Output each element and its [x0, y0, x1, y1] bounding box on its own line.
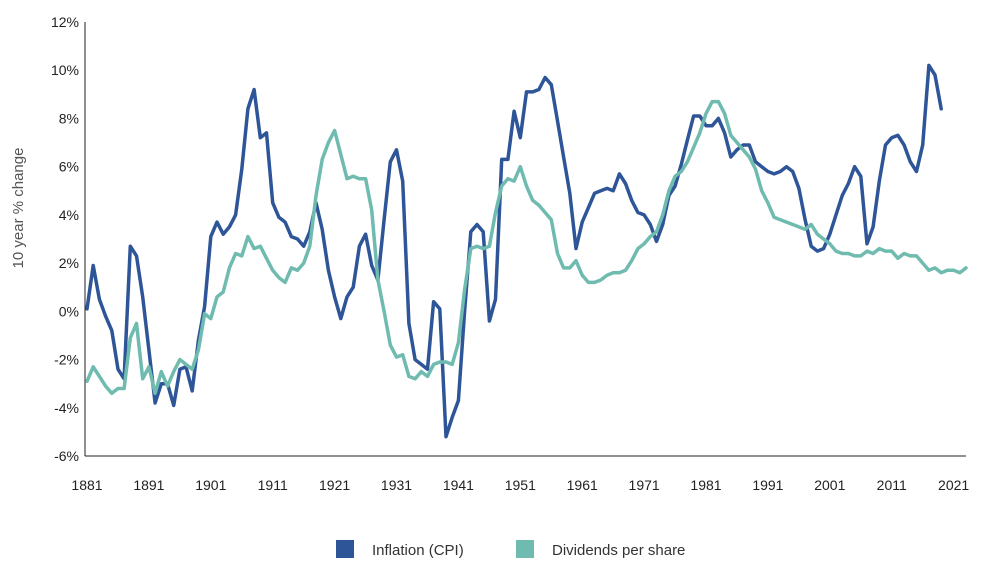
y-tick-label: 12% — [51, 14, 79, 30]
x-tick-label: 1991 — [752, 477, 783, 493]
x-tick-label: 2011 — [877, 477, 907, 493]
y-tick-label: 2% — [59, 255, 79, 271]
y-tick-label: -4% — [54, 400, 79, 416]
y-tick-label: 4% — [59, 207, 79, 223]
x-tick-label: 1961 — [567, 477, 598, 493]
legend: Inflation (CPI) Dividends per share — [336, 540, 685, 559]
x-tick-label: 1941 — [443, 477, 474, 493]
y-tick-label: 6% — [59, 159, 79, 175]
x-axis-ticks: 1881 1891 1901 1911 1921 1931 1941 1951 1961 1971… — [71, 477, 969, 493]
legend-swatch — [336, 540, 354, 558]
legend-label: Inflation (CPI) — [372, 542, 464, 559]
series-lines — [85, 63, 968, 439]
y-tick-label: 10% — [51, 62, 79, 78]
y-tick-label: -2% — [54, 352, 79, 368]
x-tick-label: 1911 — [258, 477, 288, 493]
y-axis-ticks: 12% 10% 8% 6% 4% 2% 0% -2% -4% -6% — [51, 14, 79, 464]
y-tick-label: -6% — [54, 448, 79, 464]
series-line-inflation-cpi — [85, 63, 943, 439]
x-tick-label: 1921 — [319, 477, 350, 493]
x-tick-label: 1891 — [133, 477, 164, 493]
x-tick-label: 1971 — [629, 477, 660, 493]
x-tick-label: 1951 — [505, 477, 536, 493]
y-tick-label: 0% — [59, 303, 79, 319]
legend-swatch — [516, 540, 534, 558]
y-axis-title: 10 year % change — [10, 148, 27, 269]
legend-label: Dividends per share — [552, 542, 685, 559]
x-tick-label: 1881 — [71, 477, 102, 493]
x-tick-label: 1931 — [381, 477, 412, 493]
x-tick-label: 1901 — [195, 477, 226, 493]
x-tick-label: 2001 — [814, 477, 845, 493]
y-tick-label: 8% — [59, 110, 79, 126]
series-line-dividends-per-share — [85, 99, 968, 396]
x-tick-label: 1981 — [690, 477, 721, 493]
x-tick-label: 2021 — [938, 477, 969, 493]
